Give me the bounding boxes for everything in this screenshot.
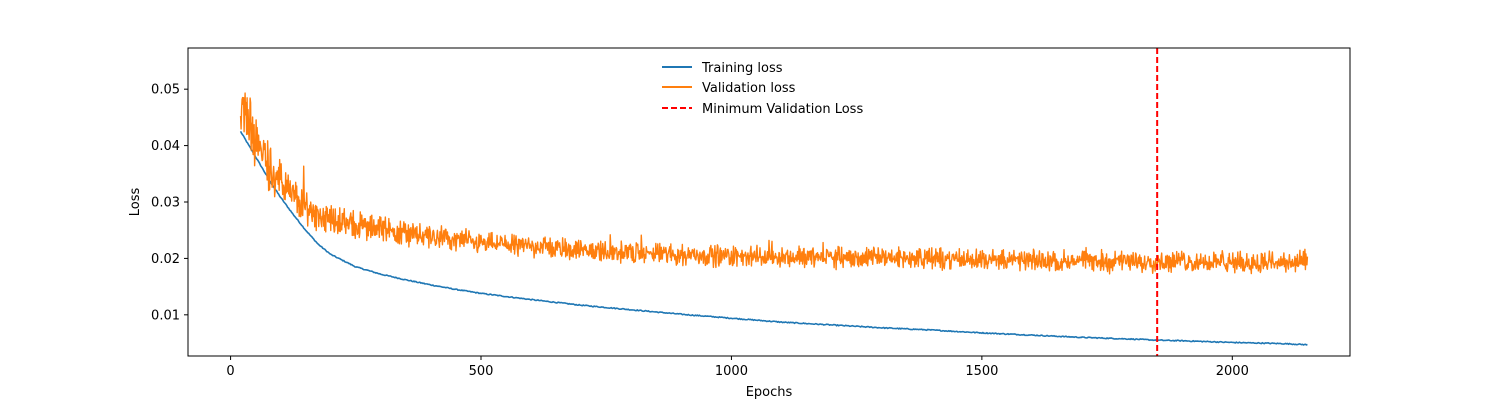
series-line-validation-loss <box>239 92 1309 275</box>
legend-label-min-val: Minimum Validation Loss <box>702 102 863 117</box>
series-line-training-loss <box>239 130 1308 346</box>
series-layer <box>239 48 1309 356</box>
legend-label-training: Training loss <box>701 61 783 76</box>
x-axis-label: Epochs <box>746 385 793 400</box>
x-tick-label-2000: 2000 <box>1216 364 1249 379</box>
x-tick-label-0: 0 <box>226 364 234 379</box>
y-tick-label-0.03: 0.03 <box>151 196 180 211</box>
y-axis-label: Loss <box>128 188 143 217</box>
x-tick-label-1500: 1500 <box>965 364 998 379</box>
x-tick-label-1000: 1000 <box>715 364 748 379</box>
legend-label-validation: Validation loss <box>702 81 796 96</box>
y-tick-label-0.05: 0.05 <box>151 83 180 98</box>
y-tick-label-0.01: 0.01 <box>151 308 180 323</box>
legend: Training loss Validation loss Minimum Va… <box>662 61 863 117</box>
ticks-layer: 0 500 1000 1500 2000 0.01 0.02 0.03 0.04 0.05 <box>151 83 1249 379</box>
y-tick-label-0.02: 0.02 <box>151 252 180 267</box>
y-tick-label-0.04: 0.04 <box>151 139 180 154</box>
x-tick-label-500: 500 <box>469 364 494 379</box>
